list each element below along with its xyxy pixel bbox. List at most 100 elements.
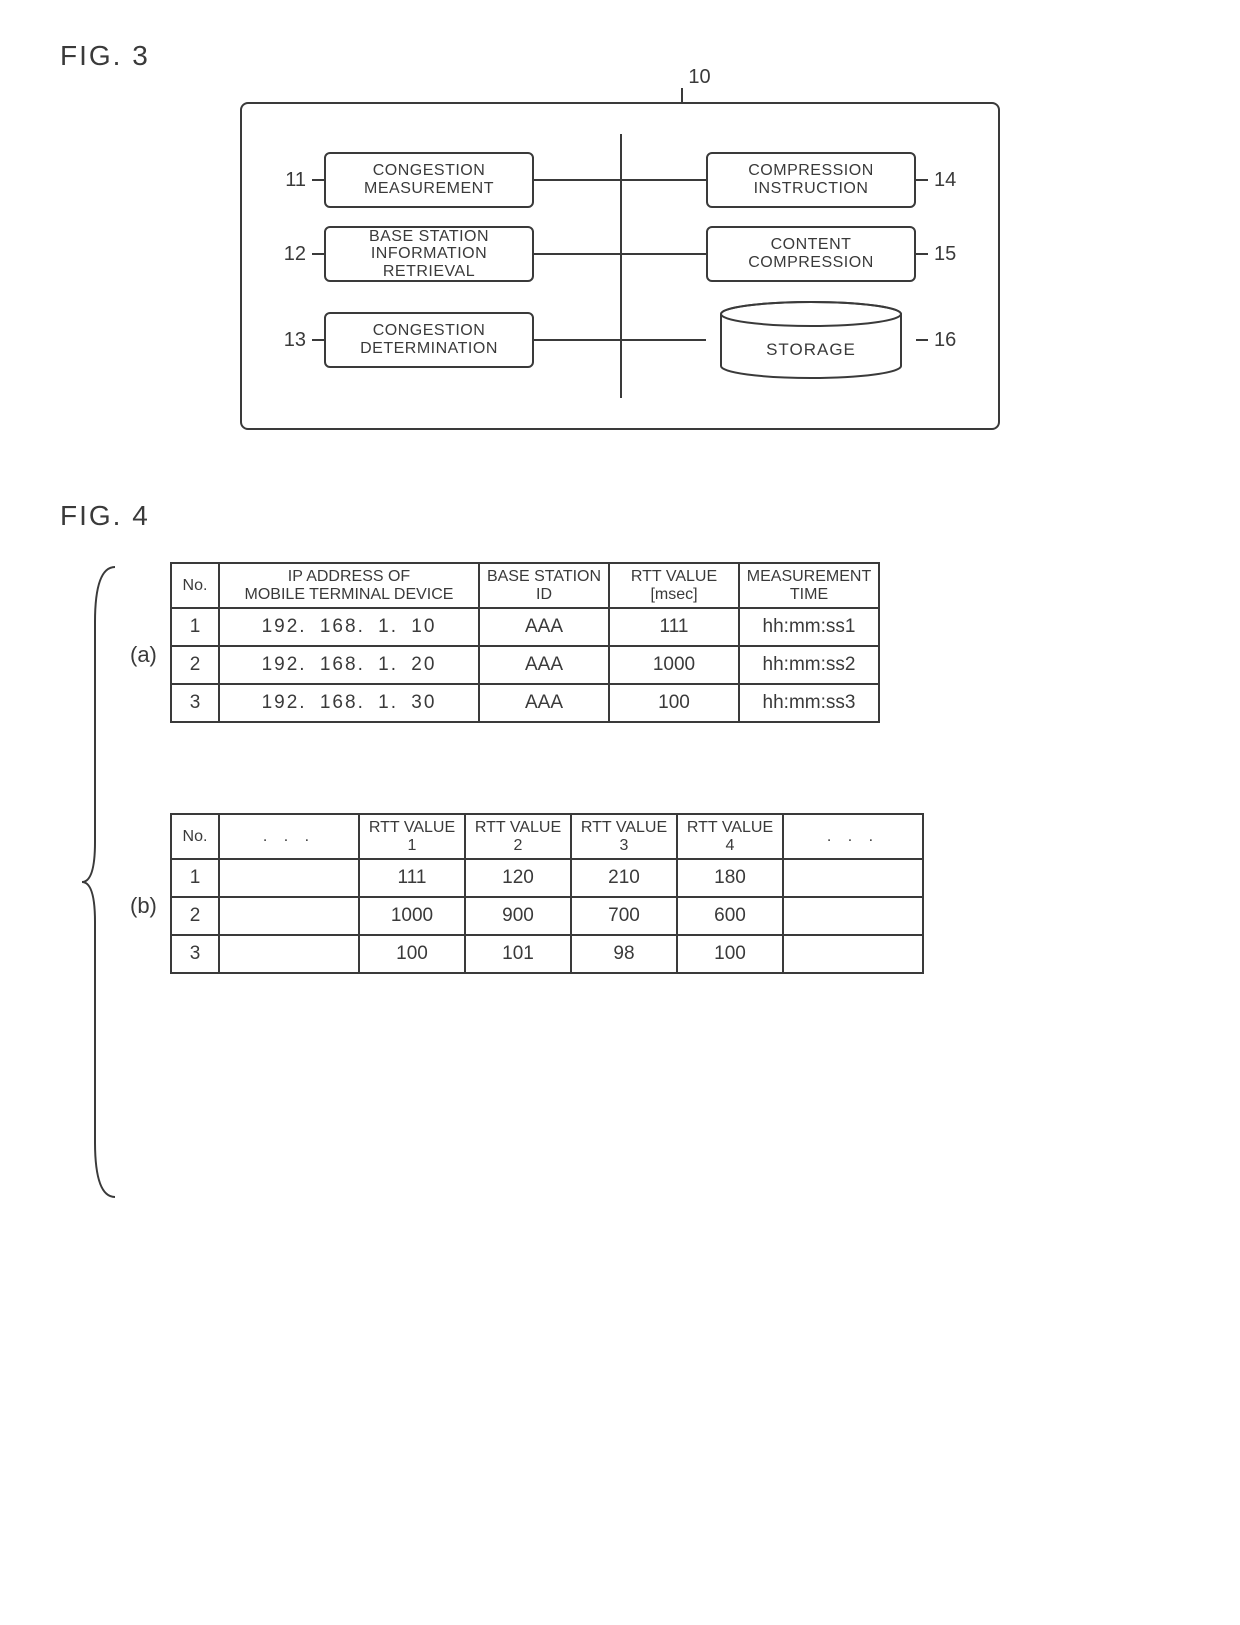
fig3-diagram: 10 11 CONGESTION MEASUREMENT COMPRESSION…	[240, 102, 1000, 430]
th-dots-right: . . .	[783, 814, 923, 859]
cell-v4: 100	[677, 935, 783, 973]
table-row: 1 192. 168. 1. 10 AAA 111 hh:mm:ss1	[171, 608, 879, 646]
th-mt: MEASUREMENT TIME	[739, 563, 879, 608]
cell-ip: 192. 168. 1. 30	[219, 684, 479, 722]
ref-12: 12	[272, 243, 312, 266]
table-row: 3 192. 168. 1. 30 AAA 100 hh:mm:ss3	[171, 684, 879, 722]
block-line2: DETERMINATION	[334, 340, 524, 358]
th-rv-n: 4	[684, 837, 776, 855]
cell-no: 3	[171, 684, 219, 722]
cell-v2: 900	[465, 897, 571, 935]
th-rtt-l2: [msec]	[616, 586, 732, 604]
cell-empty	[219, 859, 359, 897]
storage-cylinder: STORAGE	[706, 300, 916, 380]
cell-empty	[783, 935, 923, 973]
block-base-station-retrieval: BASE STATION INFORMATION RETRIEVAL	[324, 226, 534, 282]
block-compression-instruction: COMPRESSION INSTRUCTION	[706, 152, 916, 208]
cell-mt: hh:mm:ss2	[739, 646, 879, 684]
th-rv-label: RTT VALUE	[366, 819, 458, 837]
table-header-row: No. IP ADDRESS OF MOBILE TERMINAL DEVICE…	[171, 563, 879, 608]
table-header-row: No. . . . RTT VALUE 1 RTT VALUE 2 RTT VA…	[171, 814, 923, 859]
cell-ip: 192. 168. 1. 10	[219, 608, 479, 646]
cell-empty	[783, 897, 923, 935]
th-rv-n: 1	[366, 837, 458, 855]
cell-empty	[219, 935, 359, 973]
ref-13: 13	[272, 329, 312, 352]
cell-mt: hh:mm:ss1	[739, 608, 879, 646]
th-bs: BASE STATION ID	[479, 563, 609, 608]
left-brace-icon	[80, 562, 120, 1202]
th-rtt: RTT VALUE [msec]	[609, 563, 739, 608]
ref-11: 11	[272, 169, 312, 192]
block-line2: COMPRESSION	[716, 254, 906, 272]
fig3-label: FIG. 3	[60, 40, 1180, 72]
cell-v1: 111	[359, 859, 465, 897]
cell-v3: 98	[571, 935, 677, 973]
th-ip-l1: IP ADDRESS OF	[226, 568, 472, 586]
th-rv3: RTT VALUE 3	[571, 814, 677, 859]
th-bs-l2: ID	[486, 586, 602, 604]
block-line2: INSTRUCTION	[716, 180, 906, 198]
fig4-label: FIG. 4	[60, 500, 1180, 532]
table-a-container: (a) No. IP ADDRESS OF MOBILE TERMINAL DE…	[170, 562, 1180, 723]
table-b-container: (b) No. . . . RTT VALUE 1 RTT VALUE 2 RT…	[170, 813, 1180, 974]
cell-bs: AAA	[479, 608, 609, 646]
table-a: No. IP ADDRESS OF MOBILE TERMINAL DEVICE…	[170, 562, 880, 723]
cell-mt: hh:mm:ss3	[739, 684, 879, 722]
cell-v3: 700	[571, 897, 677, 935]
ref-16: 16	[928, 329, 968, 352]
th-rv1: RTT VALUE 1	[359, 814, 465, 859]
th-rv-label: RTT VALUE	[578, 819, 670, 837]
cell-ip: 192. 168. 1. 20	[219, 646, 479, 684]
block-line1: COMPRESSION	[716, 162, 906, 180]
cell-no: 1	[171, 608, 219, 646]
table-row: 2 192. 168. 1. 20 AAA 1000 hh:mm:ss2	[171, 646, 879, 684]
vertical-bus	[620, 134, 622, 398]
block-line1: CONGESTION	[334, 162, 524, 180]
cell-bs: AAA	[479, 684, 609, 722]
th-rv-n: 3	[578, 837, 670, 855]
tick	[916, 253, 928, 255]
cell-rtt: 111	[609, 608, 739, 646]
cell-rtt: 100	[609, 684, 739, 722]
cell-v3: 210	[571, 859, 677, 897]
block-line1: CONTENT	[716, 236, 906, 254]
table-b: No. . . . RTT VALUE 1 RTT VALUE 2 RTT VA…	[170, 813, 924, 974]
tick	[312, 339, 324, 341]
sub-label-b: (b)	[130, 893, 157, 919]
th-mt-l2: TIME	[746, 586, 872, 604]
ref-14: 14	[928, 169, 968, 192]
block-content-compression: CONTENT COMPRESSION	[706, 226, 916, 282]
block-congestion-measurement: CONGESTION MEASUREMENT	[324, 152, 534, 208]
th-dots-left: . . .	[219, 814, 359, 859]
cell-rtt: 1000	[609, 646, 739, 684]
cell-v4: 180	[677, 859, 783, 897]
table-row: 1 111 120 210 180	[171, 859, 923, 897]
outer-box-10: 11 CONGESTION MEASUREMENT COMPRESSION IN…	[240, 102, 1000, 430]
tick	[312, 253, 324, 255]
cell-no: 3	[171, 935, 219, 973]
ref-15: 15	[928, 243, 968, 266]
th-mt-l1: MEASUREMENT	[746, 568, 872, 586]
table-row: 3 100 101 98 100	[171, 935, 923, 973]
th-rv4: RTT VALUE 4	[677, 814, 783, 859]
cell-no: 2	[171, 646, 219, 684]
th-rv-n: 2	[472, 837, 564, 855]
fig4-wrap: (a) No. IP ADDRESS OF MOBILE TERMINAL DE…	[60, 562, 1180, 974]
cell-v2: 120	[465, 859, 571, 897]
cell-bs: AAA	[479, 646, 609, 684]
storage-label: STORAGE	[706, 340, 916, 360]
cell-empty	[219, 897, 359, 935]
cell-empty	[783, 859, 923, 897]
cell-no: 1	[171, 859, 219, 897]
tick	[916, 339, 928, 341]
sub-label-a: (a)	[130, 642, 157, 668]
th-rtt-l1: RTT VALUE	[616, 568, 732, 586]
cell-v1: 1000	[359, 897, 465, 935]
block-line1: CONGESTION	[334, 322, 524, 340]
block-line1: BASE STATION	[334, 228, 524, 246]
tick	[312, 179, 324, 181]
block-line2: MEASUREMENT	[334, 180, 524, 198]
block-line2: INFORMATION RETRIEVAL	[334, 245, 524, 280]
th-no: No.	[171, 563, 219, 608]
